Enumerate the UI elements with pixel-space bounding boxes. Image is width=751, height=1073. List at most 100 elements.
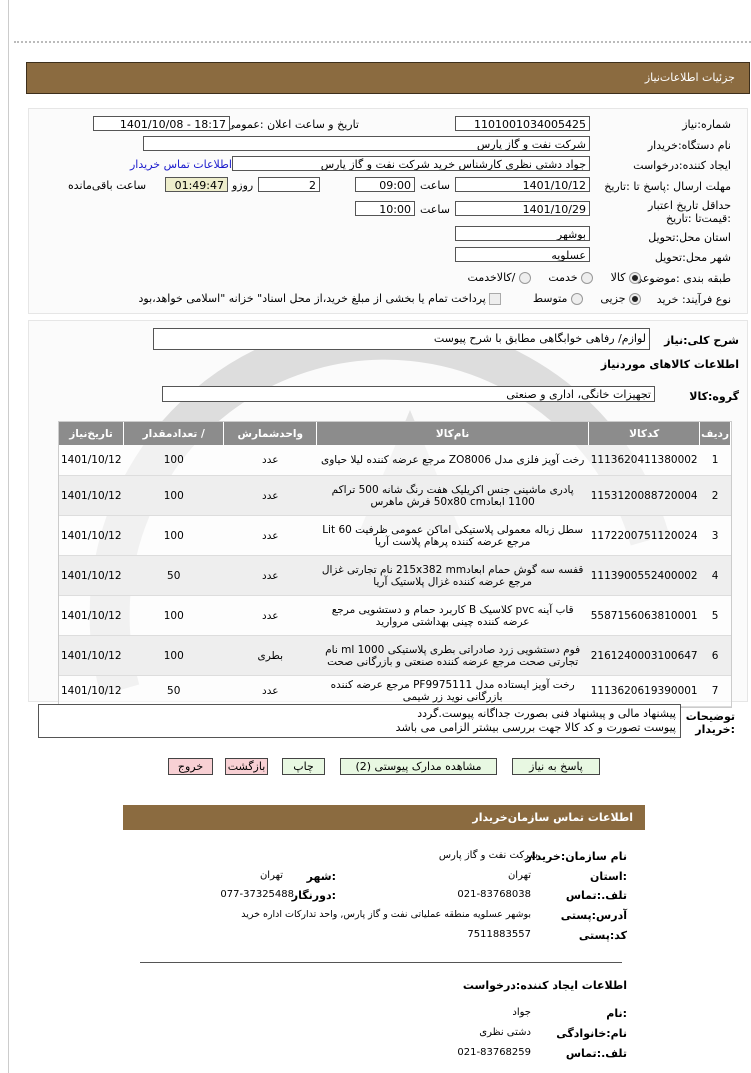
process-label: نوع فرآیند: خرید bbox=[656, 293, 731, 306]
cell-unit: عدد bbox=[223, 555, 317, 596]
cell-name: رخت آویز فلزی مدل ZO8006 مرجع عرضه کننده… bbox=[316, 445, 589, 476]
remaining-label: ساعت باقی‌مانده bbox=[68, 179, 147, 192]
radio-goods[interactable] bbox=[629, 272, 641, 284]
cell-date: 1401/10/12 bbox=[59, 675, 124, 707]
announce-date-field: 1401/10/08 - 18:17 bbox=[93, 116, 230, 131]
creator-family-value: دشتی نظری bbox=[479, 1027, 531, 1038]
cell-n: 1 bbox=[699, 445, 731, 476]
summary-field: لوازم/ رفاهی خوابگاهی مطابق با شرح پیوست bbox=[153, 328, 650, 350]
creator-info-title: اطلاعات ایجاد کننده:درخواست bbox=[462, 979, 627, 992]
cell-code: 1113900552400002 bbox=[588, 555, 700, 596]
buyer-contact-link[interactable]: اطلاعات تماس خریدار bbox=[130, 158, 232, 171]
org-value: شرکت نفت و گاز پارس bbox=[438, 850, 538, 861]
creator-phone-value: 021-83768259 bbox=[457, 1047, 531, 1058]
cell-n: 6 bbox=[699, 635, 731, 676]
exit-button[interactable]: خروج bbox=[168, 758, 213, 775]
validity-time-label: ساعت bbox=[420, 203, 450, 216]
contact-header-bar: اطلاعات تماس سازمان‌خریدار bbox=[123, 805, 645, 830]
cell-qty: 50 bbox=[123, 675, 224, 707]
deadline-label: مهلت ارسال :پاسخ تا :تاریخ bbox=[604, 180, 731, 193]
treasury-checkbox[interactable] bbox=[489, 293, 502, 305]
province-label: استان محل:تحویل bbox=[648, 231, 731, 244]
validity-date-field: 1401/10/29 bbox=[455, 201, 590, 216]
creator-name-label: :نام bbox=[606, 1007, 627, 1020]
dotted-divider bbox=[14, 41, 751, 43]
deadline-time-label: ساعت bbox=[420, 179, 450, 192]
back-button[interactable]: بازگشت bbox=[225, 758, 268, 775]
cell-qty: 50 bbox=[123, 555, 224, 596]
cell-n: 4 bbox=[699, 555, 731, 596]
creator-field: جواد دشتی نظری کارشناس خرید شرکت نفت و گ… bbox=[232, 156, 590, 171]
print-button[interactable]: چاپ bbox=[282, 758, 325, 775]
cell-date: 1401/10/12 bbox=[59, 445, 124, 476]
goods-table-wrap: ردیف کدکالا نام‌کالا واحدشمارش / تعدادمق… bbox=[58, 421, 732, 708]
radio-goods-label: کالا bbox=[610, 271, 626, 284]
org-label: نام سازمان:خریدار bbox=[525, 850, 627, 863]
col-date: تاریخ‌نیاز bbox=[59, 422, 125, 445]
cell-qty: 100 bbox=[123, 445, 224, 476]
cell-qty: 100 bbox=[123, 515, 224, 556]
creator-family-label: نام:خانوادگی bbox=[556, 1027, 627, 1040]
notes-line: پیوست تصورت و کد کالا جهت بررسی بیشتر ال… bbox=[395, 721, 676, 734]
contact-city-label: :شهر bbox=[306, 870, 336, 883]
cell-name: فوم دستشویی زرد صادراتی بطری پلاستیکی 10… bbox=[316, 635, 589, 676]
attachments-button[interactable]: مشاهده مدارک پیوستی (2) bbox=[340, 758, 497, 775]
cell-code: 1113620411380002 bbox=[588, 445, 700, 476]
remaining-time-field: 01:49:47 bbox=[165, 177, 228, 192]
validity-label: حداقل تاریخ اعتبار :قیمت‌تا :تاریخ bbox=[647, 199, 731, 225]
radio-goods-service[interactable] bbox=[518, 272, 531, 284]
cell-n: 5 bbox=[699, 595, 731, 636]
cell-n: 7 bbox=[699, 675, 731, 707]
cell-name: رخت آویز ایستاده مدل PF9975111 مرجع عرضه… bbox=[316, 675, 589, 707]
contact-postal-value: 7511883557 bbox=[467, 929, 531, 940]
cell-date: 1401/10/12 bbox=[59, 515, 124, 556]
city-field: عسلویه bbox=[455, 247, 590, 262]
radio-medium[interactable] bbox=[570, 293, 583, 305]
notes-line: پیشنهاد مالی و پیشنهاد فنی بصورت جداگانه… bbox=[417, 707, 676, 720]
reply-button[interactable]: پاسخ به نیاز bbox=[512, 758, 600, 775]
days-label: روزو bbox=[232, 179, 254, 192]
category-label: طبقه بندی :موضوعی bbox=[633, 272, 731, 285]
page-title: جزئیات اطلاعات‌نیاز bbox=[644, 71, 735, 84]
need-number-label: شماره:نیاز bbox=[682, 118, 731, 131]
creator-phone-label: تلف.:تماس bbox=[565, 1047, 627, 1060]
radio-service[interactable] bbox=[581, 272, 594, 284]
table-row: 4 1113900552400002 قفسه سه گوش حمام ابعاد2… bbox=[59, 555, 731, 596]
cell-date: 1401/10/12 bbox=[59, 595, 124, 636]
cell-unit: بطری bbox=[223, 635, 317, 676]
province-field: بوشهر bbox=[455, 226, 590, 241]
contact-province-label: :استان bbox=[590, 870, 627, 883]
cell-qty: 100 bbox=[123, 635, 224, 676]
cell-date: 1401/10/12 bbox=[59, 635, 124, 676]
page-header-bar: جزئیات اطلاعات‌نیاز bbox=[26, 62, 750, 94]
cell-code: 1113620619390001 bbox=[588, 675, 700, 707]
col-name: نام‌کالا bbox=[316, 422, 590, 445]
cell-qty: 100 bbox=[123, 595, 224, 636]
treasury-note: پرداخت تمام یا بخشی از مبلغ خرید،از محل … bbox=[138, 292, 486, 305]
announce-label: تاریخ و ساعت اعلان :عمومی bbox=[226, 118, 359, 131]
contact-phone-value: 021-83768038 bbox=[457, 889, 531, 900]
left-border bbox=[8, 0, 9, 1073]
radio-goods-service-label: /کالاخدمت bbox=[467, 271, 516, 284]
table-row: 3 1172200751120024 سطل زباله معمولی پلاستی… bbox=[59, 515, 731, 556]
notes-field: پیشنهاد مالی و پیشنهاد فنی بصورت جداگانه… bbox=[38, 704, 681, 738]
cell-unit: عدد bbox=[223, 595, 317, 636]
table-row: 1 1113620411380002 رخت آویز فلزی مدل ZO800… bbox=[59, 445, 731, 476]
cell-unit: عدد bbox=[223, 475, 317, 516]
cell-code: 1153120088720004 bbox=[588, 475, 700, 516]
col-row: ردیف bbox=[699, 422, 731, 445]
contact-phone-label: تلف.:تماس bbox=[565, 889, 627, 902]
goods-table: ردیف کدکالا نام‌کالا واحدشمارش / تعدادمق… bbox=[59, 422, 731, 707]
cell-code: 5587156063810001 bbox=[588, 595, 700, 636]
cell-date: 1401/10/12 bbox=[59, 555, 124, 596]
table-row: 5 5587156063810001 قاب آینه pvc کلاسیک B ک… bbox=[59, 595, 731, 636]
radio-minor[interactable] bbox=[629, 293, 641, 305]
contact-postal-label: کد:پستی bbox=[578, 929, 627, 942]
table-row: 2 1153120088720004 پادری ماشینی جنس اکریلی… bbox=[59, 475, 731, 516]
contact-city-value: تهران bbox=[259, 870, 283, 881]
radio-service-label: خدمت bbox=[548, 271, 578, 284]
cell-unit: عدد bbox=[223, 445, 317, 476]
cell-name: پادری ماشینی جنس اکریلیک هفت رنگ شانه 50… bbox=[316, 475, 589, 516]
cell-code: 1172200751120024 bbox=[588, 515, 700, 556]
buyer-field: شرکت نفت و گاز پارس bbox=[143, 136, 590, 151]
